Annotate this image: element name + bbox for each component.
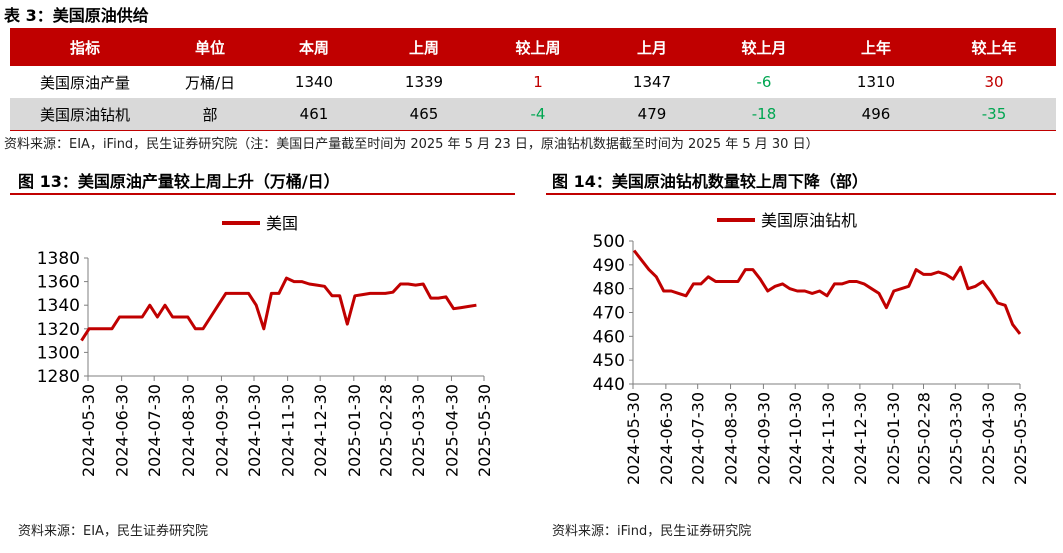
table-cell: 万桶/日: [160, 66, 260, 98]
x-tick-label: 2024-12-30: [851, 392, 870, 485]
x-tick-label: 2025-01-30: [884, 392, 903, 485]
table-cell: 1339: [368, 66, 480, 98]
chart-14-title-rule: [546, 193, 1056, 195]
x-tick-label: 2024-07-30: [145, 384, 164, 477]
x-tick-label: 2025-04-30: [442, 384, 461, 477]
table-cell: 479: [596, 98, 708, 131]
x-tick-label: 2024-09-30: [212, 384, 231, 477]
table-row: 美国原油钻机 部 461 465 -4 479 -18 496 -35: [10, 98, 1056, 131]
x-tick-label: 2024-05-30: [624, 392, 643, 485]
change-cell: -4: [480, 98, 596, 131]
table-title: 表 3：美国原油供给: [4, 6, 149, 25]
change-cell: -35: [932, 98, 1056, 131]
table-cell: 部: [160, 98, 260, 131]
chart-14-title: 图 14：美国原油钻机数量较上周下降（部）: [552, 172, 868, 191]
header-cell: 较上年: [932, 28, 1056, 66]
x-tick-label: 2024-10-30: [245, 384, 264, 477]
y-tick-label: 1380: [37, 249, 80, 269]
x-tick-label: 2025-05-30: [1011, 392, 1030, 485]
x-tick-label: 2024-12-30: [311, 384, 330, 477]
table-source-note: 资料来源：EIA，iFind，民生证券研究院（注：美国日产量截至时间为 2025…: [4, 137, 819, 152]
y-tick-label: 460: [593, 327, 625, 347]
x-tick-label: 2024-07-30: [689, 392, 708, 485]
header-cell: 上月: [596, 28, 708, 66]
y-tick-label: 470: [593, 304, 625, 324]
y-tick-label: 1360: [37, 273, 80, 293]
change-cell: 1: [480, 66, 596, 98]
table-cell: 461: [260, 98, 368, 131]
table-header-row: 指标 单位 本周 上周 较上周 上月 较上月 上年 较上年: [10, 28, 1056, 66]
table-cell: 496: [820, 98, 932, 131]
x-tick-label: 2024-06-30: [113, 384, 132, 477]
table-cell: 美国原油产量: [10, 66, 160, 98]
header-cell: 单位: [160, 28, 260, 66]
x-tick-label: 2025-04-30: [979, 392, 998, 485]
y-tick-label: 1300: [37, 343, 80, 363]
x-tick-label: 2024-11-30: [279, 384, 298, 477]
table-cell: 465: [368, 98, 480, 131]
table-cell: 1340: [260, 66, 368, 98]
header-cell: 较上月: [708, 28, 820, 66]
y-tick-label: 480: [593, 280, 625, 300]
x-tick-label: 2024-06-30: [657, 392, 676, 485]
header-cell: 指标: [10, 28, 160, 66]
y-tick-label: 500: [593, 232, 625, 252]
series-line: [632, 249, 1022, 335]
x-tick-label: 2024-09-30: [754, 392, 773, 485]
header-cell: 较上周: [480, 28, 596, 66]
chart-14-rigs: 440 450 460 470 480 490 500 2024-05-30 2024-06-3…: [593, 211, 1030, 485]
x-tick-label: 2024-08-30: [722, 392, 741, 485]
legend-label: 美国: [266, 214, 298, 233]
table-cell: 美国原油钻机: [10, 98, 160, 131]
y-tick-label: 440: [593, 375, 625, 395]
x-tick-label: 2024-10-30: [786, 392, 805, 485]
y-tick-label: 490: [593, 256, 625, 276]
x-tick-label: 2024-08-30: [179, 384, 198, 477]
chart-13-source: 资料来源：EIA，民生证券研究院: [18, 524, 208, 539]
chart-13-production: 1280 1300 1320 1340 1360 1380 2024-05-30 2024-0…: [37, 214, 494, 477]
table-cell: 1347: [596, 66, 708, 98]
series-line: [80, 276, 477, 342]
chart-13-title: 图 13：美国原油产量较上周上升（万桶/日）: [18, 172, 340, 191]
y-tick-label: 1320: [37, 320, 80, 340]
x-tick-label: 2025-01-30: [345, 384, 364, 477]
legend-label: 美国原油钻机: [761, 211, 857, 230]
x-tick-label: 2025-02-28: [376, 384, 395, 477]
y-tick-label: 1280: [37, 367, 80, 387]
header-cell: 上年: [820, 28, 932, 66]
y-tick-label: 1340: [37, 296, 80, 316]
chart-14-source: 资料来源：iFind，民生证券研究院: [552, 524, 752, 539]
change-cell: 30: [932, 66, 1056, 98]
x-tick-label: 2024-11-30: [819, 392, 838, 485]
y-tick-label: 450: [593, 351, 625, 371]
supply-table: 指标 单位 本周 上周 较上周 上月 较上月 上年 较上年 美国原油产量 万桶/…: [10, 28, 1056, 131]
change-cell: -18: [708, 98, 820, 131]
table-row: 美国原油产量 万桶/日 1340 1339 1 1347 -6 1310 30: [10, 66, 1056, 98]
header-cell: 上周: [368, 28, 480, 66]
x-tick-label: 2025-05-30: [475, 384, 494, 477]
x-tick-label: 2025-03-30: [409, 384, 428, 477]
x-tick-label: 2024-05-30: [79, 384, 98, 477]
chart-13-title-rule: [10, 193, 515, 195]
x-tick-label: 2025-03-30: [946, 392, 965, 485]
change-cell: -6: [708, 66, 820, 98]
x-tick-label: 2025-02-28: [915, 392, 934, 485]
header-cell: 本周: [260, 28, 368, 66]
table-cell: 1310: [820, 66, 932, 98]
